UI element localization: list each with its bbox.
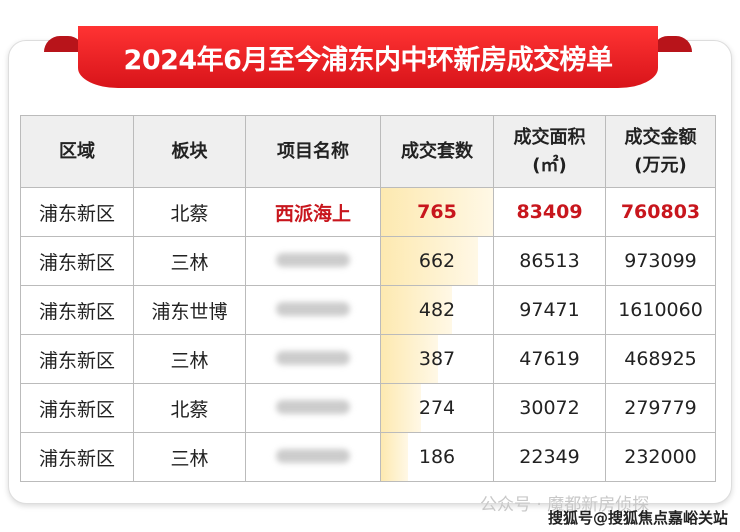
cell-district: 浦东新区 [20, 285, 134, 335]
units-value: 186 [418, 446, 456, 468]
cell-block: 三林 [133, 236, 246, 286]
cell-area: 86513 [493, 236, 606, 286]
column-header: 板块 [133, 115, 246, 188]
column-header: 项目名称 [245, 115, 381, 188]
cell-district: 浦东新区 [20, 334, 134, 384]
column-header: 成交金额 (万元) [605, 115, 716, 188]
units-bar [381, 384, 422, 432]
units-value: 765 [417, 201, 457, 223]
cell-project [245, 383, 381, 433]
units-bar [381, 335, 438, 383]
units-bar [381, 286, 452, 334]
wechat-watermark: 公众号 · 魔都新房侦探 [480, 495, 650, 515]
cell-amount: 279779 [605, 383, 716, 433]
units-value: 274 [418, 397, 456, 419]
cell-district: 浦东新区 [20, 187, 134, 237]
cell-area: 22349 [493, 432, 606, 482]
units-bar [381, 188, 493, 236]
cell-project [245, 334, 381, 384]
units-bar [381, 433, 409, 481]
cell-district: 浦东新区 [20, 383, 134, 433]
cell-block: 三林 [133, 432, 246, 482]
cell-project [245, 285, 381, 335]
page-title: 2024年6月至今浦东内中环新房成交榜单 [78, 26, 658, 88]
blurred-name [276, 253, 350, 267]
title-ribbon: 2024年6月至今浦东内中环新房成交榜单 [44, 26, 692, 88]
cell-project: 西派海上 [245, 187, 381, 237]
units-value: 662 [418, 250, 456, 272]
cell-units: 765 [380, 187, 494, 237]
blurred-name [276, 351, 350, 365]
cell-area: 83409 [493, 187, 606, 237]
blurred-name [276, 302, 350, 316]
table-row: 浦东新区 浦东世博 482 97471 1610060 [20, 285, 716, 335]
cell-area: 47619 [493, 334, 606, 384]
cell-units: 274 [380, 383, 494, 433]
cell-block: 浦东世博 [133, 285, 246, 335]
cell-amount: 468925 [605, 334, 716, 384]
column-header: 成交套数 [380, 115, 494, 188]
cell-amount: 973099 [605, 236, 716, 286]
table-row: 浦东新区 三林 662 86513 973099 [20, 236, 716, 286]
blurred-name [276, 449, 350, 463]
cell-amount: 232000 [605, 432, 716, 482]
cell-units: 186 [380, 432, 494, 482]
units-bar [381, 237, 478, 285]
blurred-name [276, 400, 350, 414]
table-row: 浦东新区 三林 186 22349 232000 [20, 432, 716, 482]
table-row: 浦东新区 北蔡 西派海上 765 83409 760803 [20, 187, 716, 237]
sohu-watermark: 搜狐号@搜狐焦点嘉峪关站 [548, 509, 729, 527]
column-header: 成交面积 (㎡) [493, 115, 606, 188]
cell-units: 662 [380, 236, 494, 286]
ranking-table: 区域 板块 项目名称 成交套数 成交面积 (㎡) 成交金额 (万元) 浦东新区 北蔡 西派海上… [20, 115, 716, 482]
cell-district: 浦东新区 [20, 432, 134, 482]
cell-area: 30072 [493, 383, 606, 433]
units-value: 482 [418, 299, 456, 321]
table-row: 浦东新区 北蔡 274 30072 279779 [20, 383, 716, 433]
cell-project [245, 432, 381, 482]
cell-area: 97471 [493, 285, 606, 335]
cell-amount: 1610060 [605, 285, 716, 335]
cell-units: 387 [380, 334, 494, 384]
column-header: 区域 [20, 115, 134, 188]
units-value: 387 [418, 348, 456, 370]
cell-amount: 760803 [605, 187, 716, 237]
cell-block: 三林 [133, 334, 246, 384]
table-row: 浦东新区 三林 387 47619 468925 [20, 334, 716, 384]
cell-project [245, 236, 381, 286]
cell-units: 482 [380, 285, 494, 335]
cell-block: 北蔡 [133, 187, 246, 237]
cell-block: 北蔡 [133, 383, 246, 433]
cell-district: 浦东新区 [20, 236, 134, 286]
